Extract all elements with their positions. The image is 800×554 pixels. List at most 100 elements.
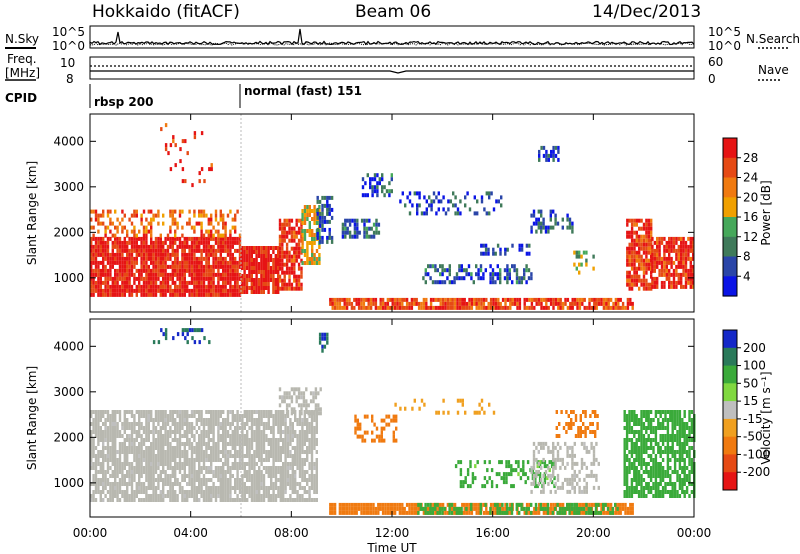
power-panel-cell-0 (207, 268, 210, 273)
power-panel-cell-16 (665, 248, 668, 253)
power-panel-cell-16 (665, 276, 668, 281)
power-panel-cell-6 (425, 297, 428, 302)
power-panel-cell-2 (269, 278, 273, 282)
velocity-panel-cell-0 (114, 418, 117, 422)
power-panel-cell-2 (262, 274, 265, 278)
power-panel-cell-2 (267, 278, 270, 282)
velocity-panel-cell-0 (104, 430, 107, 434)
velocity-panel-cell-4 (466, 484, 470, 489)
power-panel-cell-0 (224, 240, 227, 245)
velocity-panel-cell-2 (485, 506, 488, 511)
power-panel-cell-1 (140, 221, 143, 226)
velocity-panel-cell-0 (222, 462, 225, 466)
power-panel-cell-5 (321, 235, 324, 240)
power-panel-cell-6 (422, 305, 426, 310)
velocity-panel-cell-0 (222, 466, 225, 470)
velocity-panel-cell-3 (441, 506, 444, 511)
velocity-panel-cell-0 (188, 422, 191, 426)
velocity-panel-cell-0 (109, 430, 112, 434)
velocity-panel-cell-0 (265, 466, 268, 470)
power-panel-cell-1 (121, 229, 124, 234)
power-panel-cell-0 (157, 248, 160, 253)
velocity-panel-cell-0 (154, 470, 158, 474)
velocity-panel-cell-0 (303, 486, 306, 490)
power-panel-cell-16 (668, 240, 671, 245)
velocity-panel-cell-0 (159, 446, 162, 450)
power-panel-cell-15 (650, 234, 653, 239)
power-panel-ytick-label-3: 4000 (53, 134, 84, 148)
power-panel-cell-6 (386, 305, 390, 310)
velocity-panel-cell-0 (255, 410, 258, 414)
noise-tick-bottom-left: 10^0 (52, 39, 85, 53)
velocity-panel-cell-0 (154, 442, 158, 446)
velocity-panel-cell-0 (315, 482, 318, 486)
velocity-panel-cell-0 (246, 486, 249, 490)
velocity-panel-cell-4 (541, 460, 544, 465)
velocity-panel-cell-0 (118, 430, 122, 434)
power-panel-cell-0 (147, 284, 150, 289)
power-panel-cell-16 (689, 268, 692, 273)
power-panel-cell-3 (288, 274, 291, 279)
velocity-panel-cell-4 (459, 468, 463, 473)
velocity-panel-cell-0 (145, 474, 148, 478)
power-panel-cell-2 (265, 278, 268, 282)
velocity-panel-cell-2 (379, 506, 382, 511)
velocity-panel-cell-0 (126, 498, 129, 502)
power-panel-cell-0 (97, 260, 100, 265)
power-panel-cell-6 (329, 297, 332, 302)
power-panel-cell-0 (126, 256, 129, 261)
power-panel-cell-0 (118, 260, 122, 265)
power-panel-cell-1 (142, 233, 146, 238)
velocity-panel-cell-3 (530, 510, 533, 515)
velocity-panel-cell-0 (106, 482, 110, 486)
velocity-panel-cell-0 (222, 478, 225, 482)
velocity-panel-cell-0 (133, 414, 136, 418)
power-panel-cell-15 (642, 286, 646, 291)
power-panel-cell-1 (224, 229, 227, 234)
power-panel-cell-2 (274, 262, 277, 266)
power-panel-cell-15 (645, 222, 648, 227)
power-panel-cell-10 (518, 276, 521, 281)
power-panel-cell-1 (207, 229, 210, 234)
power-panel-cell-16 (680, 256, 683, 261)
power-panel-cell-0 (195, 292, 198, 297)
velocity-panel-cell-2 (329, 506, 332, 511)
velocity-panel-cell-0 (178, 430, 182, 434)
power-panel-colorbar-tick-label-6: 4 (743, 269, 751, 283)
velocity-panel-cell-0 (217, 410, 220, 414)
velocity-panel-cell-0 (186, 434, 189, 438)
velocity-panel-cell-0 (183, 462, 186, 466)
velocity-panel-cell-0 (313, 498, 316, 502)
power-panel-cell-6 (470, 305, 474, 310)
power-panel-cell-1 (138, 229, 141, 234)
power-panel-cell-10 (470, 272, 473, 277)
power-panel-cell-1 (130, 213, 134, 218)
velocity-panel-cell-0 (92, 498, 95, 502)
velocity-panel-cell-0 (212, 470, 215, 474)
power-panel-cell-0 (190, 236, 194, 241)
power-panel-cell-16 (684, 272, 688, 277)
velocity-panel-cell-0 (166, 454, 170, 458)
power-panel-cell-17 (169, 143, 173, 148)
power-panel-cell-4 (308, 233, 311, 237)
power-panel-cell-10 (520, 276, 523, 281)
power-panel-cell-5 (316, 195, 319, 200)
velocity-panel-cell-0 (90, 414, 93, 418)
power-panel-cell-6 (477, 301, 481, 306)
velocity-panel-cell-0 (171, 450, 174, 454)
velocity-panel-cell-2 (583, 510, 586, 515)
power-panel-cell-0 (229, 240, 232, 245)
power-panel-cell-5 (328, 235, 331, 240)
velocity-panel-cell-0 (291, 462, 294, 466)
velocity-panel-cell-0 (277, 438, 280, 442)
velocity-panel-cell-2 (482, 510, 486, 515)
velocity-panel-cell-0 (181, 486, 184, 490)
power-panel-cell-0 (104, 280, 107, 285)
power-panel-cell-6 (446, 305, 450, 310)
velocity-panel-cell-0 (274, 418, 278, 422)
power-panel-cell-6 (372, 301, 375, 306)
power-panel-cell-5 (316, 227, 319, 232)
velocity-panel-cell-3 (556, 510, 559, 515)
power-panel-cell-0 (214, 292, 218, 297)
power-panel-cell-2 (277, 282, 280, 286)
